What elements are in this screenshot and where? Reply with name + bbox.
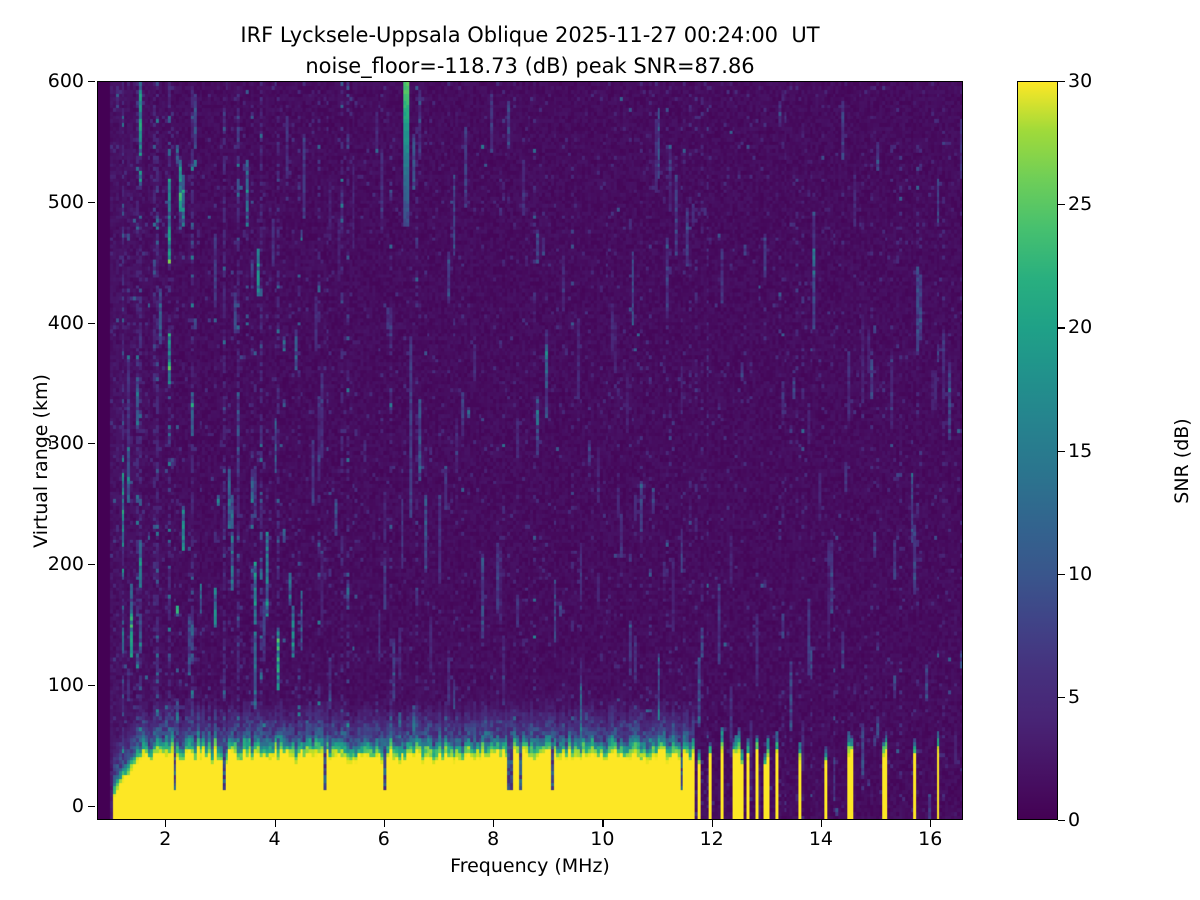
x-axis-tick-label: 4 — [268, 828, 281, 850]
chart-title: IRF Lycksele-Uppsala Oblique 2025-11-27 … — [0, 20, 1060, 82]
colorbar-tick-label: 0 — [1068, 809, 1081, 831]
y-axis-tick-mark — [88, 684, 95, 686]
colorbar-tick-label: 25 — [1068, 193, 1093, 216]
colorbar-tick-mark — [1058, 450, 1065, 452]
y-axis-tick-label: 400 — [47, 311, 84, 334]
x-axis-tick-label: 8 — [487, 828, 500, 850]
y-axis-tick-mark — [88, 443, 95, 445]
x-axis-tick-mark — [711, 820, 713, 827]
x-axis-tick-label: 14 — [808, 828, 834, 850]
x-axis-tick-label: 10 — [590, 828, 615, 850]
colorbar-tick-mark — [1058, 204, 1065, 206]
y-axis-tick-label: 200 — [47, 553, 84, 575]
colorbar-tick-mark — [1058, 327, 1065, 329]
title-line-1: IRF Lycksele-Uppsala Oblique 2025-11-27 … — [240, 23, 820, 47]
y-axis-tick-mark — [88, 322, 95, 324]
x-axis-tick-mark — [602, 820, 604, 827]
x-axis-tick-mark — [165, 820, 167, 827]
colorbar — [1017, 81, 1058, 820]
heatmap-plot-area[interactable] — [97, 81, 963, 820]
y-axis-tick-label: 600 — [47, 70, 84, 92]
y-axis-tick-mark — [88, 805, 95, 807]
x-axis-tick-mark — [820, 820, 823, 827]
x-axis-tick-label: 12 — [699, 828, 724, 850]
colorbar-tick-label: 30 — [1068, 70, 1093, 92]
x-axis-tick-label: 2 — [159, 828, 172, 850]
x-axis-tick-label: 16 — [918, 828, 943, 850]
x-axis-tick-mark — [930, 820, 932, 827]
colorbar-tick-mark — [1058, 573, 1065, 575]
y-axis-label: Virtual range (km) — [30, 374, 52, 548]
colorbar-tick-label: 5 — [1068, 685, 1081, 708]
x-axis-tick-mark — [274, 820, 276, 827]
colorbar-tick-mark — [1058, 820, 1065, 822]
ionogram-heatmap-canvas — [98, 82, 962, 819]
y-axis-tick-label: 500 — [47, 190, 84, 213]
x-axis-tick-mark — [493, 820, 495, 827]
colorbar-tick-mark — [1058, 81, 1065, 83]
x-axis-label: Frequency (MHz) — [450, 855, 610, 877]
colorbar-label: SNR (dB) — [1171, 418, 1193, 504]
y-axis-tick-label: 100 — [47, 673, 84, 696]
y-axis-tick-mark — [88, 564, 95, 566]
colorbar-tick-label: 10 — [1068, 562, 1093, 585]
colorbar-tick-label: 20 — [1068, 316, 1093, 339]
y-axis-tick-mark — [88, 81, 95, 83]
y-axis-tick-mark — [88, 201, 95, 203]
colorbar-tick-label: 15 — [1068, 439, 1093, 462]
x-axis-tick-label: 6 — [377, 828, 390, 850]
x-axis-tick-mark — [383, 820, 386, 827]
colorbar-tick-mark — [1058, 696, 1065, 699]
y-axis-tick-label: 300 — [47, 432, 84, 455]
y-axis-tick-label: 0 — [71, 794, 84, 817]
title-line-2: noise_floor=-118.73 (dB) peak SNR=87.86 — [305, 54, 755, 78]
